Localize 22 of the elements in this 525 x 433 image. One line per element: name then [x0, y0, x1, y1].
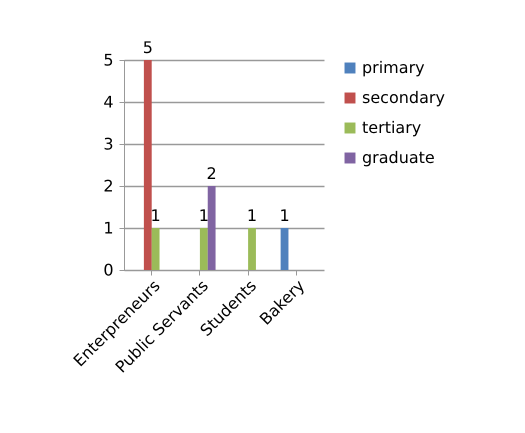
y-tick-label: 4: [103, 92, 114, 112]
y-tick-label: 2: [103, 176, 114, 196]
data-label: 1: [150, 206, 161, 225]
bar: [248, 228, 256, 270]
legend-label: secondary: [362, 88, 445, 107]
data-label: 2: [206, 164, 217, 183]
y-tick-label: 1: [103, 218, 114, 238]
data-label: 5: [142, 38, 153, 57]
y-tick-label: 3: [103, 134, 114, 154]
data-label: 1: [246, 206, 258, 225]
bar: [152, 228, 160, 270]
legend-label: primary: [362, 58, 425, 77]
y-tick-label: 5: [103, 50, 114, 70]
bar: [200, 228, 208, 270]
legend-label: tertiary: [362, 118, 422, 137]
data-label: 1: [198, 206, 209, 225]
bar: [144, 60, 152, 270]
data-label: 1: [279, 206, 290, 225]
y-tick-label: 0: [103, 260, 114, 280]
bar: [208, 186, 216, 270]
bar: [280, 228, 288, 270]
legend-label: graduate: [362, 148, 435, 167]
